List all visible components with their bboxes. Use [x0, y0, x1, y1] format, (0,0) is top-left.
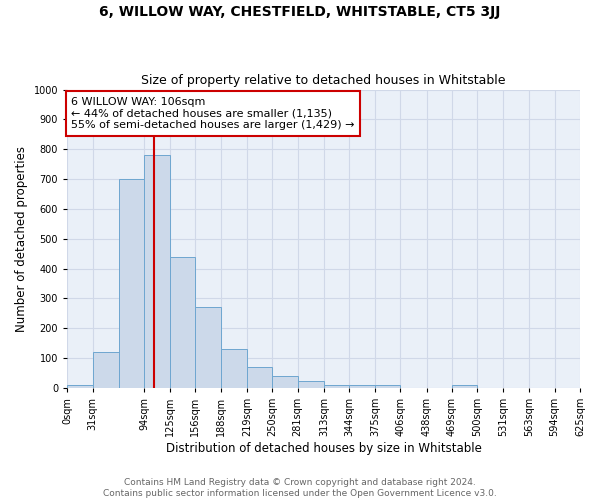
- Bar: [298, 380, 324, 388]
- Bar: [144, 155, 170, 388]
- Y-axis label: Number of detached properties: Number of detached properties: [15, 146, 28, 332]
- Bar: [324, 385, 349, 388]
- Title: Size of property relative to detached houses in Whitstable: Size of property relative to detached ho…: [141, 74, 506, 87]
- Bar: [92, 352, 119, 388]
- Bar: [272, 376, 298, 388]
- Bar: [119, 179, 144, 388]
- Bar: [375, 385, 400, 388]
- X-axis label: Distribution of detached houses by size in Whitstable: Distribution of detached houses by size …: [166, 442, 481, 455]
- Bar: [195, 308, 221, 388]
- Bar: [452, 385, 478, 388]
- Bar: [221, 349, 247, 388]
- Text: 6 WILLOW WAY: 106sqm
← 44% of detached houses are smaller (1,135)
55% of semi-de: 6 WILLOW WAY: 106sqm ← 44% of detached h…: [71, 97, 355, 130]
- Bar: [170, 256, 195, 388]
- Bar: [349, 385, 375, 388]
- Bar: [67, 385, 92, 388]
- Text: 6, WILLOW WAY, CHESTFIELD, WHITSTABLE, CT5 3JJ: 6, WILLOW WAY, CHESTFIELD, WHITSTABLE, C…: [100, 5, 500, 19]
- Text: Contains HM Land Registry data © Crown copyright and database right 2024.
Contai: Contains HM Land Registry data © Crown c…: [103, 478, 497, 498]
- Bar: [247, 367, 272, 388]
